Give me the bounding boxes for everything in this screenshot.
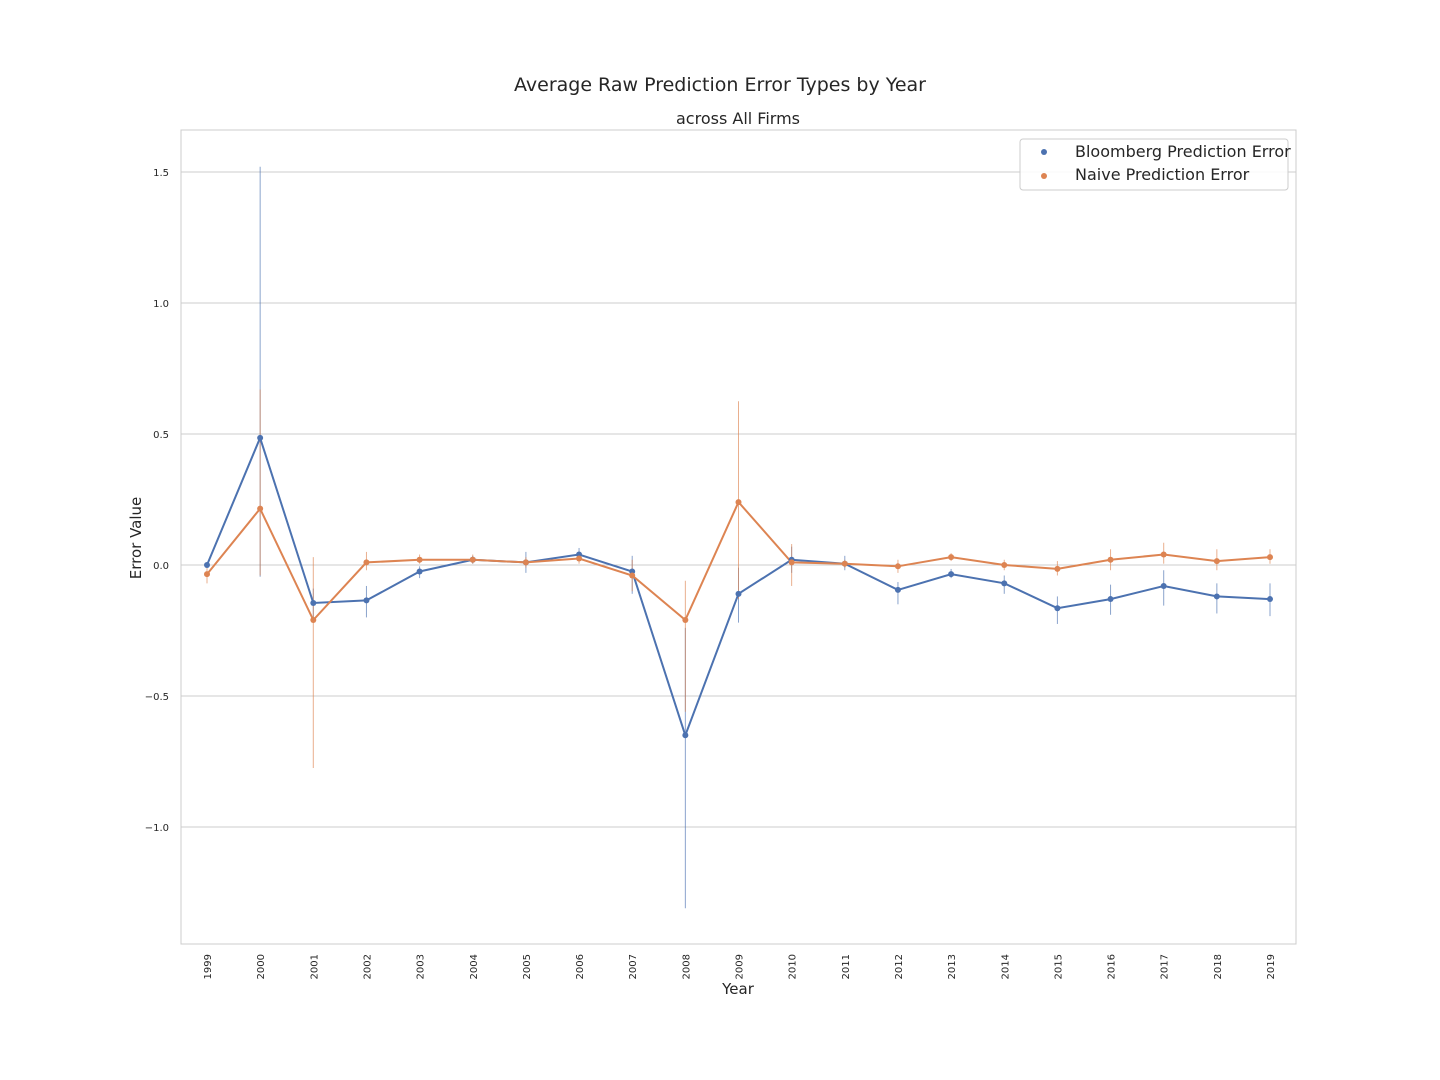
x-tick-label: 1999 [203, 954, 214, 979]
x-tick-label: 2012 [894, 954, 905, 979]
x-tick-label: 2018 [1213, 954, 1224, 979]
data-point-bloomberg [1054, 605, 1061, 612]
data-points [204, 434, 1273, 739]
y-axis-label: Error Value [127, 497, 145, 580]
x-tick-label: 2011 [841, 954, 852, 979]
y-tick-label: −0.5 [145, 692, 169, 703]
legend-label-bloomberg: Bloomberg Prediction Error [1075, 142, 1291, 161]
data-point-bloomberg [1001, 580, 1008, 587]
data-point-bloomberg [416, 568, 423, 575]
data-point-naive [576, 555, 583, 562]
y-tick-label: −1.0 [145, 823, 169, 834]
data-point-bloomberg [1213, 593, 1220, 600]
y-tick-label: 1.0 [153, 299, 169, 310]
data-point-bloomberg [257, 434, 264, 441]
x-tick-label: 2006 [575, 954, 586, 979]
data-point-bloomberg [948, 571, 955, 578]
data-point-naive [522, 559, 529, 566]
x-tick-label: 2005 [522, 954, 533, 979]
x-tick-label: 2003 [416, 954, 427, 979]
x-tick-label: 2000 [256, 954, 267, 979]
data-point-naive [682, 617, 689, 624]
data-point-naive [1054, 565, 1061, 572]
data-point-naive [788, 559, 795, 566]
y-tick-labels: 1.5 1.0 0.5 0.0 −0.5 −1.0 [145, 168, 169, 834]
y-tick-label: 0.0 [153, 561, 169, 572]
data-point-bloomberg [363, 597, 370, 604]
data-point-naive [1001, 562, 1008, 568]
data-point-bloomberg [1267, 596, 1273, 603]
data-point-bloomberg [310, 599, 317, 606]
data-point-naive [1213, 558, 1220, 565]
x-tick-label: 2017 [1160, 954, 1171, 979]
x-tick-label: 2004 [469, 954, 480, 979]
data-point-naive [257, 505, 264, 512]
x-tick-label: 2016 [1107, 954, 1118, 979]
legend-box [1019, 138, 1289, 191]
x-tick-label: 2013 [947, 954, 958, 979]
x-axis-label: Year [721, 980, 755, 998]
chart-title: Average Raw Prediction Error Types by Ye… [514, 74, 926, 96]
data-point-naive [416, 556, 423, 563]
chart-subtitle: across All Firms [676, 109, 800, 128]
y-tick-label: 0.5 [153, 430, 169, 441]
data-point-naive [1107, 556, 1114, 563]
data-point-bloomberg [1160, 582, 1167, 589]
data-point-naive [894, 563, 901, 570]
x-tick-label: 2001 [309, 954, 320, 979]
x-tick-label: 2015 [1053, 954, 1064, 979]
x-tick-label: 2002 [362, 954, 373, 979]
x-tick-label: 2008 [681, 954, 692, 979]
data-point-bloomberg [894, 586, 901, 593]
data-point-naive [629, 572, 636, 579]
legend: Bloomberg Prediction Error Naive Predict… [1019, 138, 1291, 191]
data-point-naive [204, 571, 210, 578]
legend-marker-bloomberg [1041, 149, 1047, 155]
data-point-naive [1160, 551, 1167, 558]
x-tick-label: 2014 [1000, 954, 1011, 979]
x-tick-label: 2010 [788, 954, 799, 979]
data-point-bloomberg [1107, 596, 1114, 603]
x-tick-labels: 1999 2000 2001 2002 2003 2004 2005 2006 2007 2008… [203, 954, 1277, 979]
legend-marker-naive [1041, 173, 1047, 179]
y-tick-label: 1.5 [153, 168, 169, 179]
data-point-naive [1267, 554, 1273, 561]
data-point-naive [469, 556, 476, 563]
x-tick-label: 2007 [628, 954, 639, 979]
data-point-bloomberg [682, 732, 689, 739]
data-point-naive [310, 617, 317, 624]
data-point-naive [363, 559, 370, 566]
x-tick-label: 2009 [735, 954, 746, 979]
legend-label-naive: Naive Prediction Error [1075, 165, 1250, 184]
data-point-naive [841, 560, 848, 567]
x-tick-label: 2019 [1266, 954, 1277, 979]
data-point-naive [948, 554, 955, 561]
data-point-bloomberg [735, 590, 742, 597]
data-point-bloomberg [204, 562, 210, 568]
data-point-naive [735, 499, 742, 506]
